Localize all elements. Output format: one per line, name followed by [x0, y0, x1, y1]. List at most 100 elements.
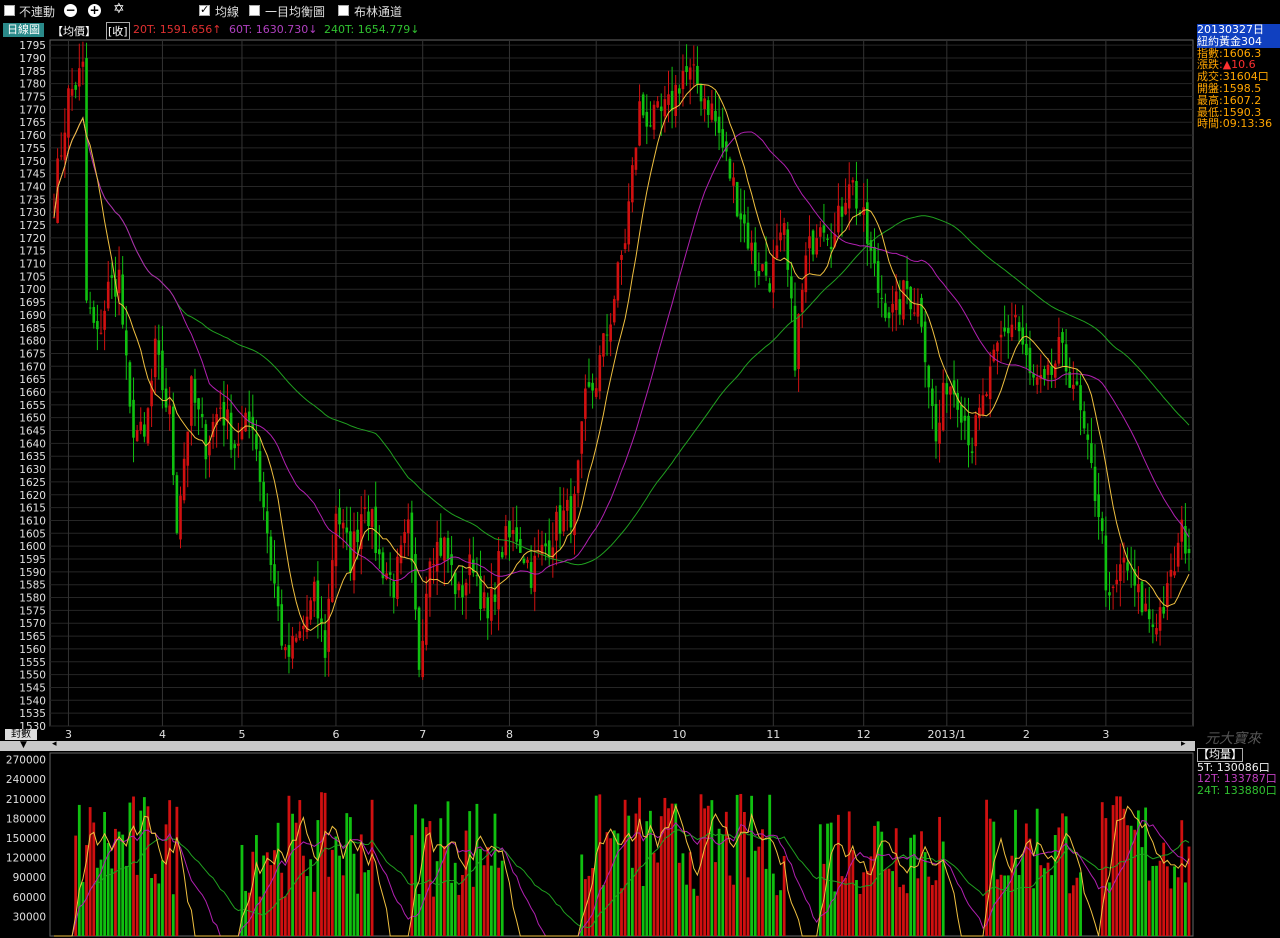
candle-body [638, 101, 641, 146]
volume-bar [580, 854, 584, 936]
volume-bar [732, 884, 735, 936]
candle-body [786, 229, 790, 270]
y-tick-label: 1710 [19, 259, 46, 271]
volume-bar [320, 792, 323, 936]
candle-body [294, 637, 298, 642]
candle-body [1050, 366, 1053, 375]
candle-body [85, 58, 88, 301]
unlink-checkbox[interactable] [4, 5, 15, 16]
candle-body [667, 94, 670, 105]
volume-bar [1064, 816, 1068, 936]
candle-body [1176, 542, 1180, 567]
candle-body [761, 264, 764, 271]
candle-body [461, 585, 464, 598]
volume-bar [1053, 835, 1057, 936]
candle-body [584, 388, 587, 419]
y-tick-label: 1790 [19, 53, 46, 65]
candle-body [540, 544, 544, 556]
candle-body [970, 451, 974, 453]
candle-body [703, 98, 706, 110]
candle-body [1068, 371, 1072, 388]
volume-bar [1003, 875, 1007, 936]
volume-bar [482, 865, 486, 936]
candle-body [887, 312, 891, 319]
candle-body [385, 573, 388, 580]
candle-body [200, 413, 204, 417]
panel-toggle-icon[interactable]: ▼ [20, 740, 27, 750]
candle-body [1035, 377, 1039, 385]
scroll-right-icon[interactable]: ▸ [1181, 739, 1186, 749]
volume-bar [920, 831, 923, 936]
candle-body [808, 236, 811, 249]
y-tick-label: 1550 [19, 670, 46, 682]
volume-bar [909, 837, 913, 936]
bollinger-checkbox[interactable] [338, 5, 349, 16]
candle-body [999, 334, 1003, 338]
ichimoku-checkbox[interactable] [249, 5, 260, 16]
x-tick-label: 2 [1023, 728, 1030, 741]
candle-body [768, 283, 772, 292]
volume-bar [887, 868, 891, 936]
candle-body [605, 334, 609, 336]
candle-body [500, 552, 504, 558]
candle-body [837, 205, 840, 233]
tab-daily-chart[interactable]: 日線圖 [3, 23, 44, 37]
quote-row-value: :▲10.6 [1219, 58, 1256, 72]
bottom-left-label: 封數 [5, 729, 37, 740]
candle-body [464, 582, 468, 596]
candle-body [793, 305, 797, 371]
y-tick-label: 1685 [19, 323, 46, 335]
volume-bar [1140, 847, 1144, 936]
candle-body [146, 408, 150, 444]
quote-row-label: 最低 [1197, 105, 1219, 119]
volume-tick-label: 180000 [6, 813, 46, 825]
volume-bar [594, 795, 598, 936]
candle-body [284, 647, 287, 651]
volume-bar [869, 856, 873, 936]
candle-body [1100, 518, 1104, 532]
y-tick-label: 1640 [19, 438, 46, 450]
volume-bar [641, 886, 645, 936]
volume-bar [150, 878, 153, 936]
candle-body [580, 421, 584, 454]
candle-body [450, 554, 453, 566]
volume-bar [139, 810, 143, 936]
volume-bar [840, 876, 844, 936]
volume-bar [833, 891, 837, 936]
volume-bar [349, 817, 352, 936]
candle-body [471, 559, 475, 573]
y-tick-label: 1720 [19, 233, 46, 245]
volume-bar [742, 812, 746, 936]
y-tick-label: 1650 [19, 413, 46, 425]
quote-row: 最低:1590.3 [1197, 105, 1280, 119]
volume-bar [168, 800, 172, 936]
horizontal-scrollbar[interactable]: ◂ ▸ ▼ [0, 739, 1195, 751]
candle-body [1122, 557, 1126, 563]
volume-bar [450, 882, 454, 936]
ma-checkbox[interactable] [199, 3, 210, 16]
y-tick-label: 1540 [19, 695, 46, 707]
candle-body [945, 383, 949, 395]
candle-body [1093, 466, 1097, 502]
volume-bar [305, 876, 309, 936]
candle-body [157, 340, 161, 355]
candle-body [320, 618, 323, 625]
candle-body [74, 85, 77, 90]
y-tick-label: 1560 [19, 644, 46, 656]
volume-bar [312, 891, 316, 936]
volume-ma12-line [54, 820, 1190, 937]
volume-bar [623, 799, 627, 936]
volume-ma12: 12T: 133787口 [1197, 772, 1277, 785]
ichimoku-label: 一目均衡圖 [265, 5, 326, 19]
candle-body [912, 312, 916, 314]
volume-bar [724, 811, 728, 936]
zoom-in-icon[interactable]: + [88, 3, 101, 17]
y-tick-label: 1755 [19, 143, 46, 155]
settings-star-icon[interactable]: ✡ [113, 1, 125, 17]
x-tick-label: 3 [1102, 728, 1109, 741]
volume-bar [630, 867, 634, 936]
candle-body [222, 402, 226, 426]
candle-body [959, 404, 963, 423]
zoom-out-icon[interactable]: − [64, 3, 77, 17]
scroll-left-icon[interactable]: ◂ [52, 739, 57, 749]
